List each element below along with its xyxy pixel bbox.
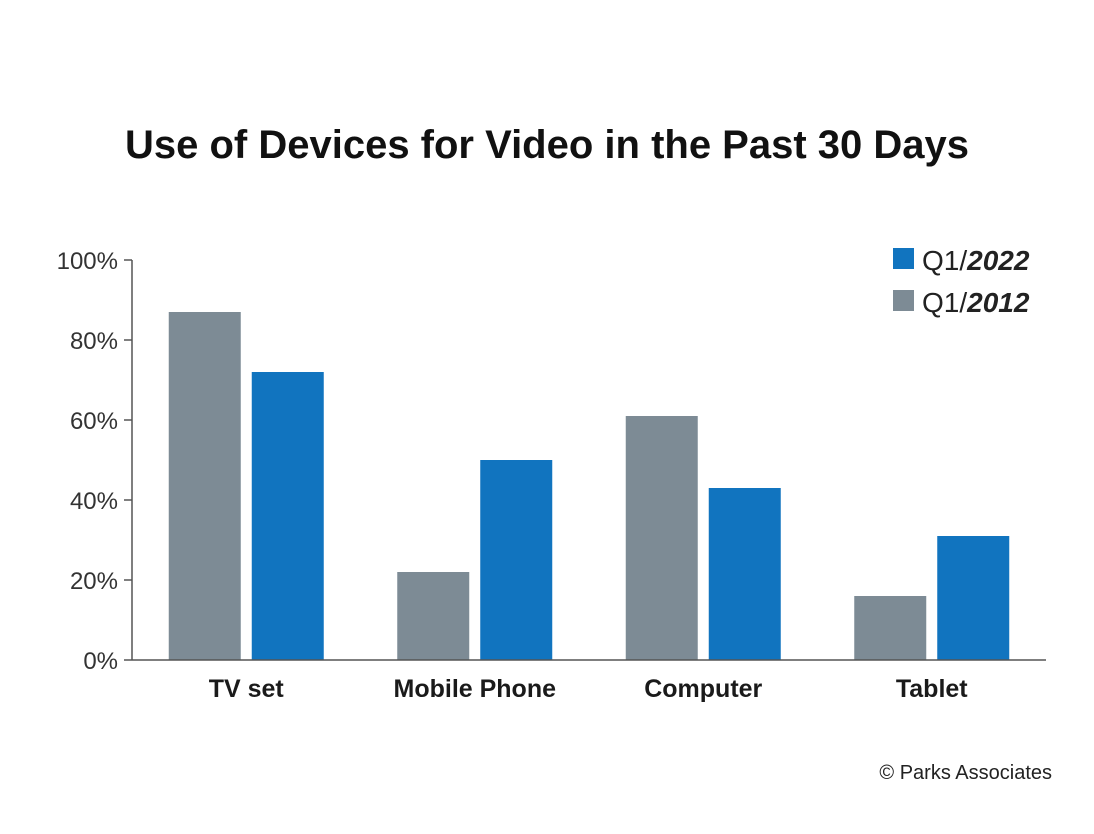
y-axis: 0% 20% 40% 60% 80% 100% — [57, 248, 133, 675]
chart-title: Use of Devices for Video in the Past 30 … — [125, 123, 969, 167]
bar-2022-tv-set — [251, 372, 324, 660]
bars — [168, 312, 1010, 660]
x-tick-label: Computer — [644, 675, 762, 703]
legend-swatch — [893, 290, 914, 311]
x-tick-label: Tablet — [896, 675, 968, 703]
y-tick-label: 20% — [70, 568, 118, 595]
y-tick-label: 100% — [57, 248, 118, 275]
legend: Q1/2022 Q1/2012 — [893, 245, 1030, 318]
bar-2022-tablet — [937, 536, 1010, 660]
x-axis: TV set Mobile Phone Computer Tablet — [132, 659, 1046, 703]
bar-2012-tablet — [854, 596, 927, 660]
y-tick-label: 60% — [70, 408, 118, 435]
bar-2022-mobile-phone — [480, 460, 553, 660]
y-tick-label: 0% — [83, 648, 118, 675]
y-tick-label: 40% — [70, 488, 118, 515]
bar-2012-tv-set — [168, 312, 241, 660]
x-tick-label: Mobile Phone — [394, 675, 557, 703]
legend-label: Q1/2022 — [922, 245, 1030, 276]
bar-2012-computer — [625, 416, 698, 660]
legend-swatch — [893, 248, 914, 269]
copyright-credit: © Parks Associates — [879, 762, 1052, 784]
bar-2012-mobile-phone — [397, 572, 470, 660]
legend-label: Q1/2012 — [922, 287, 1030, 318]
y-tick-label: 80% — [70, 328, 118, 355]
x-tick-label: TV set — [209, 675, 285, 703]
bar-2022-computer — [708, 488, 781, 660]
